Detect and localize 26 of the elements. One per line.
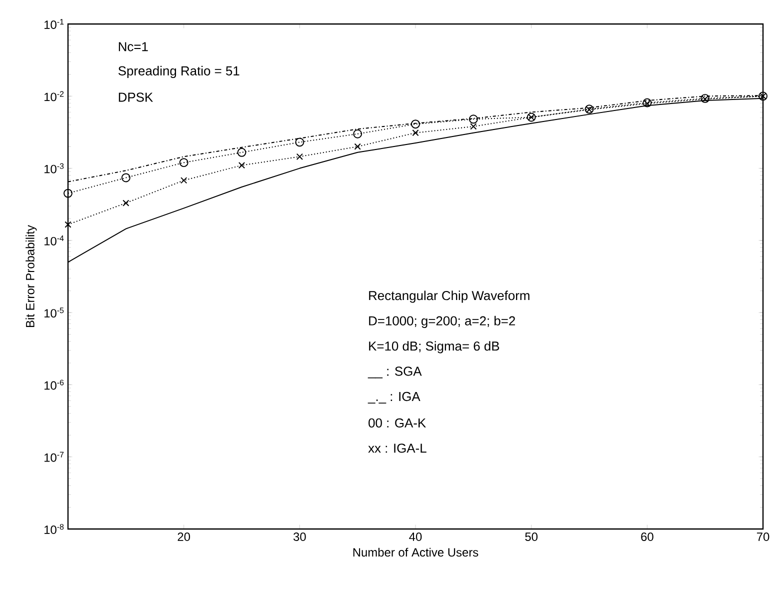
y-tick-label: 10$^{-3}$ [44,163,64,174]
y-tick-label: 10$^{-2}$ [44,91,64,102]
annotation: Spreading Ratio = 51 [118,66,240,78]
annotation: 00 : GA-K [368,418,426,428]
x-tick-label: 40 [409,532,422,541]
x-tick-label: 50 [525,532,538,541]
y-tick-label: 10$^{-6}$ [44,380,64,390]
x-tick-label: 20 [178,532,190,541]
annotation: _._ : IGA [368,392,420,404]
annotation: xx : IGA-L [368,444,426,453]
annotation: D=1000; g=200; a=2; b=2 [369,316,515,328]
y-axis-title: Bit Error Probability [26,225,37,328]
annotation: Nc=1 [118,42,148,52]
x-axis-title: Number of Active Users [353,548,478,557]
y-tick-label: 10$^{-5}$ [44,308,64,318]
y-tick-label: 10$^{-4}$ [44,235,64,246]
annotation: DPSK [118,92,153,102]
annotation: Rectangular Chip Waveform [369,290,530,303]
x-tick-label: 70 [756,532,770,541]
x-tick-label: 60 [641,532,654,541]
x-tick-label: 30 [293,532,306,541]
annotation: K=10 dB; Sigma= 6 dB [369,341,500,354]
y-tick-label: 10$^{-8}$ [44,524,64,534]
y-tick-label: 10$^{-7}$ [44,452,64,462]
y-tick-label: 10$^{-1}$ [44,19,64,29]
annotation: __ : SGA [368,366,422,378]
